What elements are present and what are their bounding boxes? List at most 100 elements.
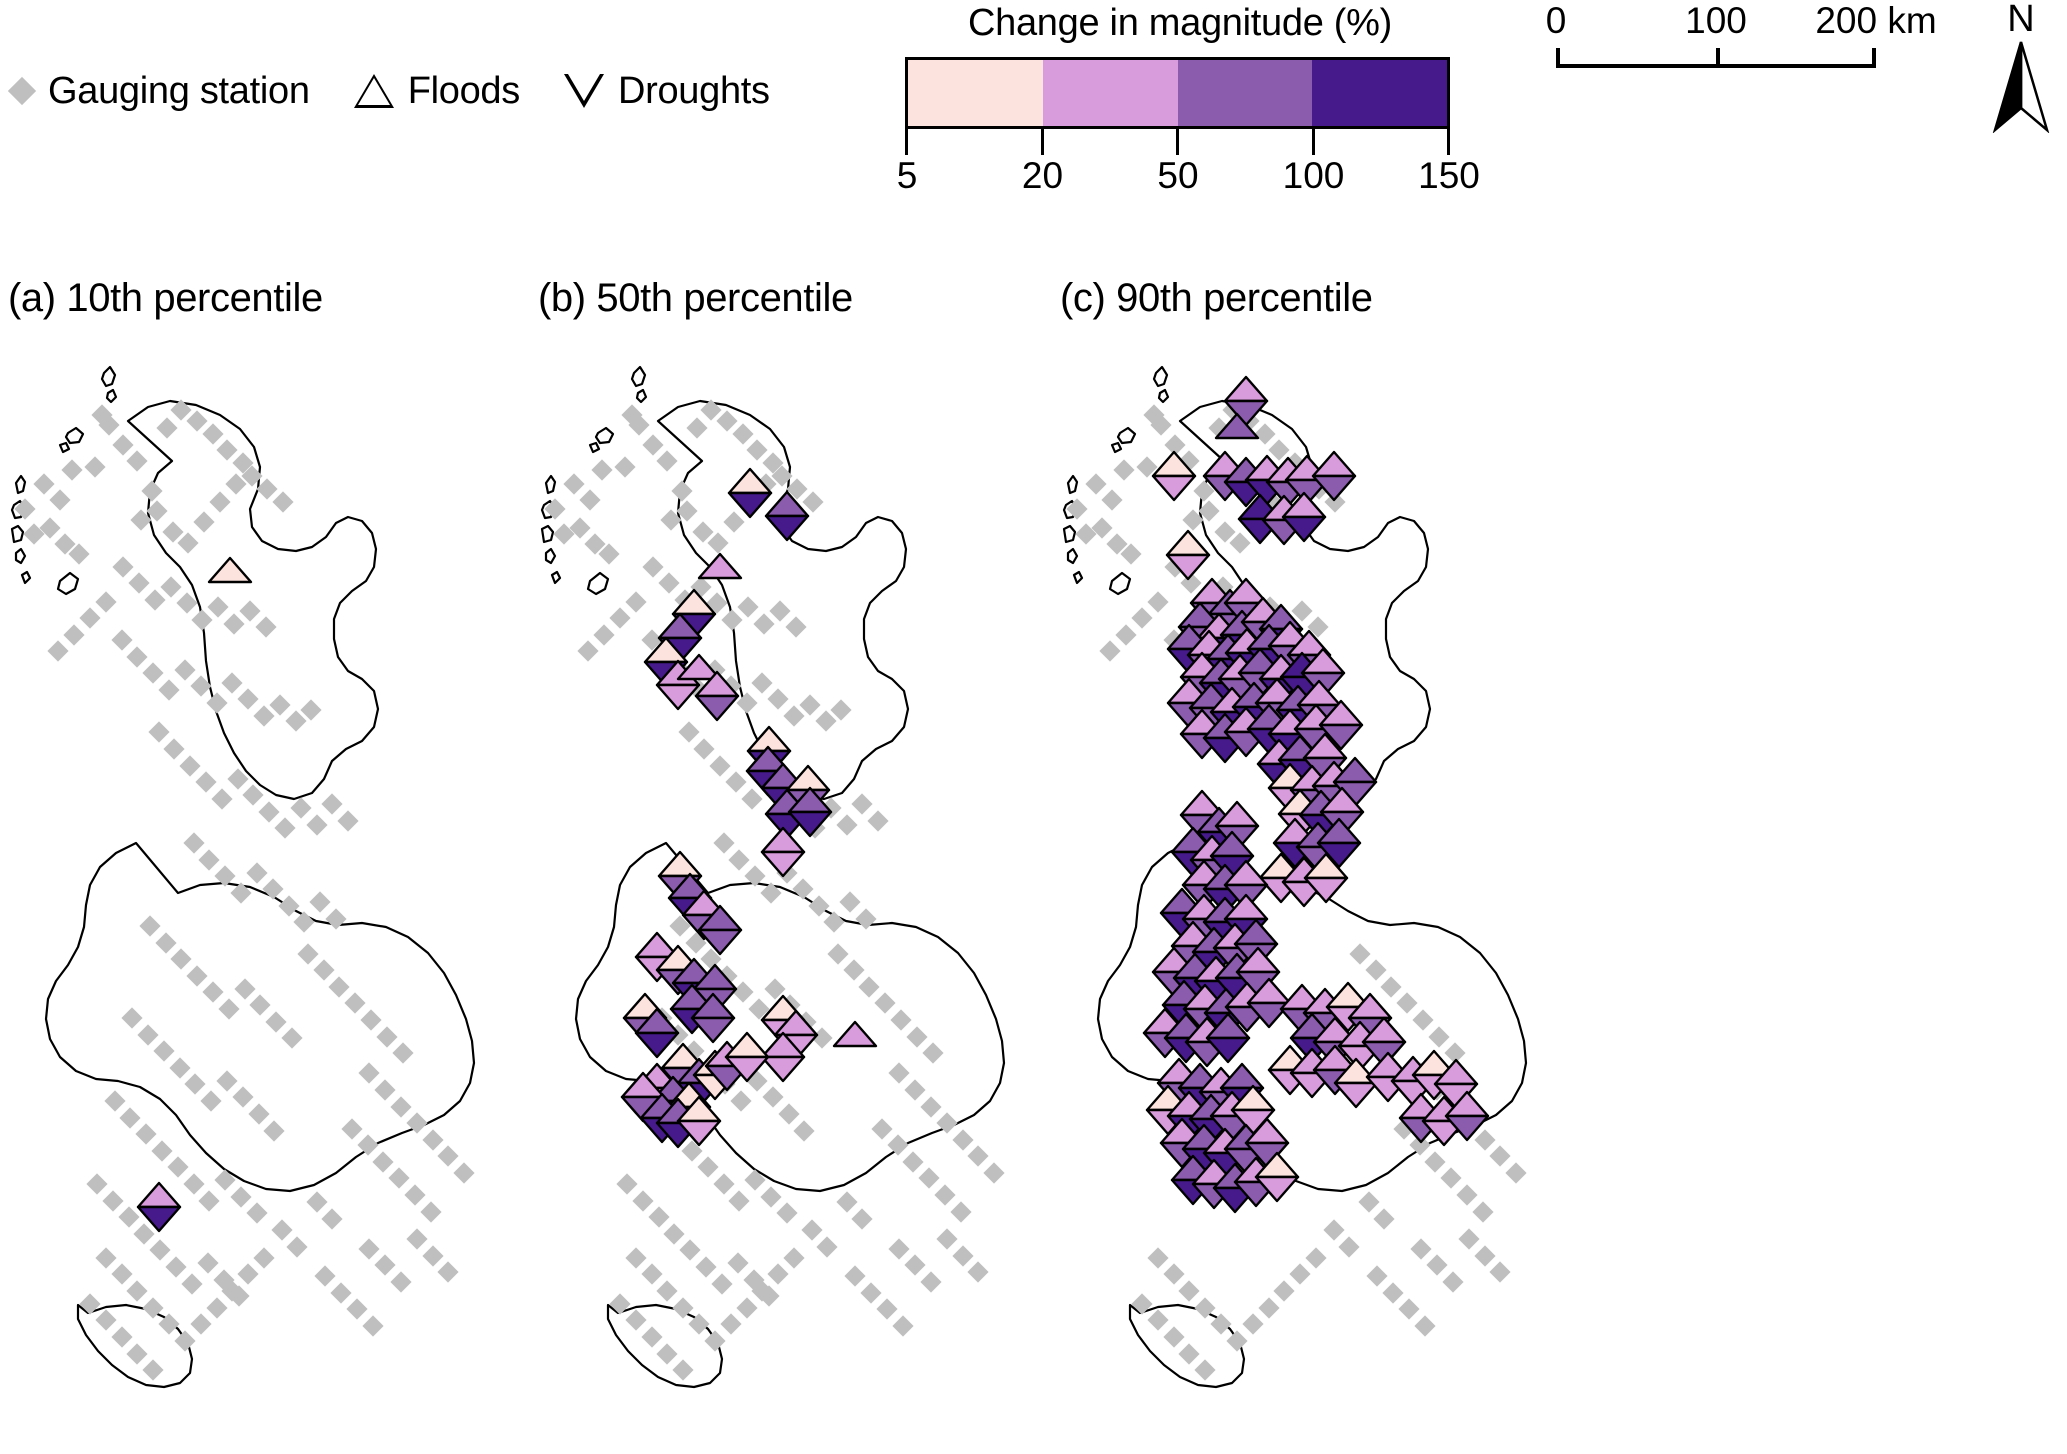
gauging-station-diamond-icon[interactable] [1289,1263,1311,1285]
drought-triangle-down-icon[interactable] [764,514,810,542]
gauging-station-diamond-icon[interactable] [284,710,307,732]
gauging-station-diamond-icon[interactable] [84,456,106,478]
station-marker[interactable] [690,992,736,1044]
station-marker[interactable] [1281,491,1327,543]
gauging-station-diamond-icon[interactable] [1358,1191,1380,1214]
gauging-station-diamond-icon[interactable] [1349,942,1371,965]
gauging-station-diamond-icon[interactable] [183,1173,205,1195]
gauging-station-diamond-icon[interactable] [769,600,791,622]
gauging-station-diamond-icon[interactable] [1396,992,1418,1014]
gauging-station-diamond-icon[interactable] [111,1326,133,1348]
flood-triangle-up-icon[interactable] [1255,1151,1300,1178]
gauging-station-diamond-icon[interactable] [799,694,821,716]
gauging-station-diamond-icon[interactable] [193,511,215,533]
gauging-station-diamond-icon[interactable] [851,793,874,815]
gauging-station-diamond-icon[interactable] [1113,459,1136,481]
flood-triangle-up-icon[interactable] [676,653,722,681]
gauging-station-diamond-icon[interactable] [827,942,849,965]
gauging-station-diamond-icon[interactable] [374,1079,396,1101]
flood-triangle-up-icon[interactable] [761,827,806,854]
gauging-station-diamond-icon[interactable] [1163,1263,1185,1285]
station-marker[interactable] [1316,817,1362,869]
station-marker[interactable] [1254,1151,1300,1203]
gauging-station-diamond-icon[interactable] [372,1151,395,1173]
gauging-station-diamond-icon[interactable] [751,672,773,694]
gauging-station-diamond-icon[interactable] [246,861,268,884]
gauging-station-diamond-icon[interactable] [356,1134,379,1156]
gauging-station-diamond-icon[interactable] [783,1247,805,1269]
gauging-station-diamond-icon[interactable] [237,1263,259,1285]
drought-triangle-down-icon[interactable] [1318,723,1363,751]
gauging-station-diamond-icon[interactable] [142,662,164,685]
gauging-station-diamond-icon[interactable] [888,1237,910,1260]
gauging-station-diamond-icon[interactable] [376,1025,398,1048]
gauging-station-diamond-icon[interactable] [214,1169,236,1191]
flood-triangle-up-icon[interactable] [1223,893,1268,920]
gauging-station-diamond-icon[interactable] [670,480,693,502]
gauging-station-diamond-icon[interactable] [293,911,315,933]
drought-triangle-down-icon[interactable] [136,1205,181,1233]
gauging-station-diamond-icon[interactable] [1440,1167,1462,1190]
gauging-station-diamond-icon[interactable] [121,1007,143,1029]
station-marker[interactable] [694,670,740,722]
gauging-station-diamond-icon[interactable] [836,1191,858,1214]
flood-triangle-up-icon[interactable] [1332,756,1377,784]
gauging-station-diamond-icon[interactable] [1365,959,1387,981]
station-marker[interactable] [760,1031,806,1083]
gauging-station-diamond-icon[interactable] [1147,1247,1169,1269]
gauging-station-diamond-icon[interactable] [421,1129,444,1151]
gauging-station-diamond-icon[interactable] [1147,1309,1169,1331]
station-marker[interactable] [1311,450,1357,502]
gauging-station-diamond-icon[interactable] [632,1189,654,1212]
gauging-station-diamond-icon[interactable] [437,1261,460,1284]
flood-triangle-up-icon[interactable] [1320,786,1365,813]
gauging-station-diamond-icon[interactable] [321,1208,344,1230]
gauging-station-diamond-icon[interactable] [720,1313,742,1335]
gauging-station-diamond-icon[interactable] [625,1247,647,1269]
gauging-station-diamond-icon[interactable] [420,1201,442,1223]
gauging-station-diamond-icon[interactable] [1458,1228,1480,1250]
gauging-station-diamond-icon[interactable] [230,882,252,904]
gauging-station-diamond-icon[interactable] [1456,1184,1478,1206]
gauging-station-diamond-icon[interactable] [1489,1261,1512,1284]
gauging-station-diamond-icon[interactable] [142,1296,164,1319]
gauging-station-diamond-icon[interactable] [195,771,217,793]
flood-triangle-up-icon[interactable] [1214,412,1260,439]
gauging-station-diamond-icon[interactable] [793,1119,816,1142]
gauging-station-diamond-icon[interactable] [936,1228,958,1250]
station-marker[interactable] [1246,977,1292,1029]
gauging-station-diamond-icon[interactable] [286,1236,308,1258]
flood-triangle-up-icon[interactable] [1316,817,1361,845]
drought-triangle-down-icon[interactable] [1362,1040,1407,1068]
gauging-station-diamond-icon[interactable] [314,1265,337,1287]
station-marker[interactable] [760,826,806,878]
gauging-station-diamond-icon[interactable] [265,1011,287,1033]
gauging-station-diamond-icon[interactable] [147,721,170,744]
gauging-station-diamond-icon[interactable] [249,994,272,1016]
gauging-station-diamond-icon[interactable] [167,1156,189,1179]
gauging-station-diamond-icon[interactable] [688,1313,710,1335]
gauging-station-diamond-icon[interactable] [1178,1342,1201,1365]
gauging-station-diamond-icon[interactable] [137,1024,159,1046]
gauging-station-diamond-icon[interactable] [867,810,889,832]
gauging-station-diamond-icon[interactable] [309,891,331,913]
gauging-station-diamond-icon[interactable] [855,907,877,930]
gauging-station-diamond-icon[interactable] [406,1112,428,1134]
gauging-station-diamond-icon[interactable] [112,434,135,456]
gauging-station-diamond-icon[interactable] [728,1189,751,1212]
gauging-station-diamond-icon[interactable] [119,1107,142,1129]
gauging-station-diamond-icon[interactable] [663,1223,686,1245]
gauging-station-diamond-icon[interactable] [967,1145,990,1167]
gauging-station-diamond-icon[interactable] [197,1252,219,1274]
gauging-station-diamond-icon[interactable] [198,1189,221,1212]
gauging-station-diamond-icon[interactable] [226,767,249,790]
gauging-station-diamond-icon[interactable] [190,1313,212,1335]
flood-triangle-up-icon[interactable] [136,1181,181,1209]
gauging-station-diamond-icon[interactable] [593,624,615,646]
station-marker[interactable] [676,653,722,705]
gauging-station-diamond-icon[interactable] [890,1009,912,1031]
gauging-station-diamond-icon[interactable] [686,417,708,439]
gauging-station-diamond-icon[interactable] [1305,1247,1327,1269]
gauging-station-diamond-icon[interactable] [800,1219,823,1241]
gauging-station-diamond-icon[interactable] [713,832,735,854]
